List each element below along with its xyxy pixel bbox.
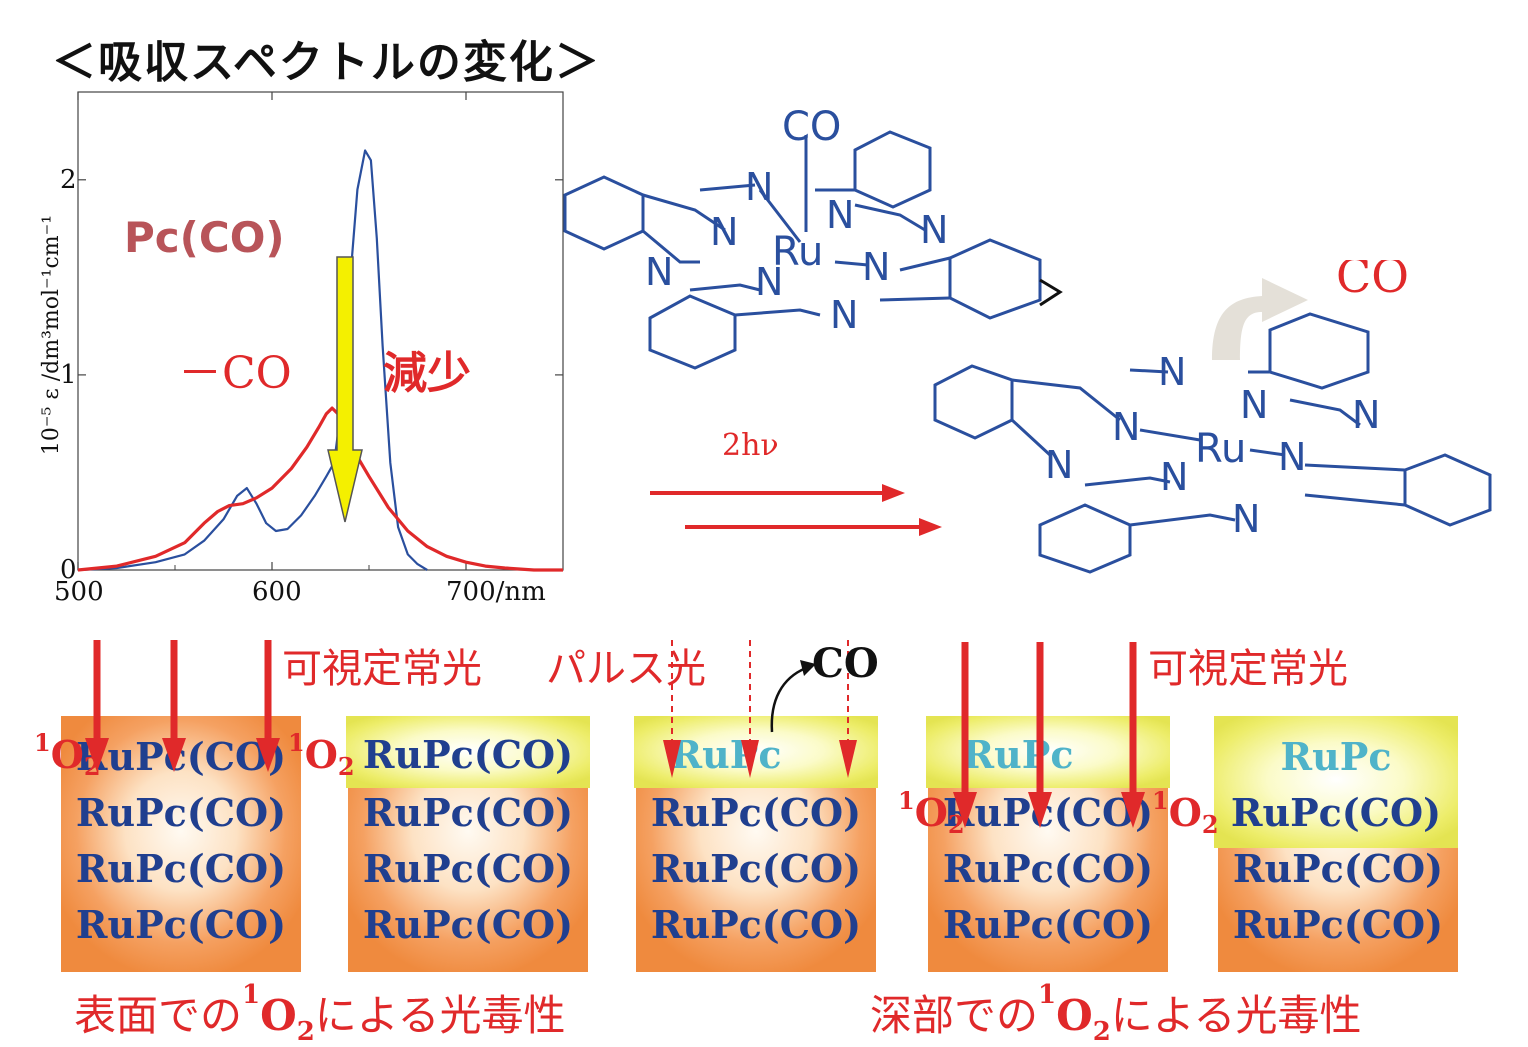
photon-label: 2hν: [722, 428, 779, 463]
n-label: N: [1278, 435, 1306, 479]
n-label: N: [745, 165, 773, 209]
stack-row: RuPc(CO): [1232, 846, 1444, 891]
n-label: N: [830, 293, 858, 337]
n-label: N: [1158, 350, 1186, 394]
stack-row: RuPc(CO): [362, 846, 574, 891]
reaction-arrows: 2hν: [650, 428, 942, 536]
y-tick-label: 0: [60, 555, 77, 585]
page-title: ＜吸収スペクトルの変化＞: [52, 37, 601, 88]
n-label: N: [862, 245, 890, 289]
n-label: N: [1352, 393, 1380, 437]
stack-row: RuPc(CO): [75, 790, 287, 835]
co-release-curve: [770, 666, 807, 733]
stack-row: RuPc(CO): [75, 846, 287, 891]
stack-cap-row: RuPc: [1280, 734, 1392, 779]
stack-row: RuPc(CO): [650, 846, 862, 891]
n-label: N: [1112, 405, 1140, 449]
co-release-label: CO: [812, 640, 879, 687]
annotation-decrease: 減少: [383, 348, 471, 399]
singlet-oxygen-label: 1O2: [34, 728, 101, 781]
x-tick-label: 600: [252, 577, 302, 607]
n-label: N: [1232, 497, 1260, 541]
released-co-label: CO: [1336, 260, 1409, 303]
singlet-oxygen-label: 1O2: [288, 728, 355, 781]
deep-phototoxicity-caption: 深部での1O2による光毒性: [870, 980, 1362, 1047]
stack-row: RuPc(CO): [942, 902, 1154, 947]
stack-cap-5: RuPc RuPc(CO): [1214, 716, 1458, 848]
co-ligand-label: CO: [782, 104, 841, 150]
singlet-oxygen-label: 1O2: [1152, 786, 1219, 839]
rupc-co-structure: CO Ru N N N N N N N N: [563, 104, 1063, 370]
series-line-1: [77, 406, 563, 572]
n-label: N: [710, 210, 738, 254]
singlet-oxygen-label: 1O2: [898, 786, 965, 839]
stack-row: RuPc(CO): [942, 846, 1154, 891]
stack-row: RuPc(CO): [362, 902, 574, 947]
plot-frame: [77, 91, 564, 571]
series-line-0: [77, 149, 428, 572]
rupc-structure: CO Ru N N N N N N N N: [933, 260, 1492, 574]
n-label: N: [1160, 455, 1188, 499]
decrease-arrow: [327, 256, 363, 523]
stack-cap-row: RuPc(CO): [362, 732, 574, 777]
n-label: N: [1045, 443, 1073, 487]
n-label: N: [826, 193, 854, 237]
stack-cap-row: RuPc: [962, 732, 1074, 777]
annotation-pc-co: Pc(CO): [124, 213, 285, 262]
y-tick-label: 1: [60, 360, 77, 390]
n-label: N: [1240, 383, 1268, 427]
absorption-spectrum-chart: 500 600 700/nm 0 1 2 10⁻⁵ ε /dm³mol⁻¹cm⁻¹ Pc(…: [39, 91, 564, 607]
light-arrows: [85, 640, 1145, 828]
stack-cap-row: RuPc: [670, 732, 782, 777]
surface-phototoxicity-caption: 表面での1O2による光毒性: [74, 980, 566, 1047]
visible-cw-light-label: 可視定常光: [1148, 646, 1348, 692]
y-tick-label: 2: [60, 165, 77, 195]
visible-cw-light-label: 可視定常光: [282, 646, 482, 692]
y-axis-label: 10⁻⁵ ε /dm³mol⁻¹cm⁻¹: [39, 215, 64, 455]
stack-row: RuPc(CO): [650, 902, 862, 947]
stack-row: RuPc(CO): [75, 902, 287, 947]
stack-row: RuPc(CO): [1230, 790, 1442, 835]
x-tick-label: 700/nm: [446, 577, 546, 607]
stack-row: RuPc(CO): [650, 790, 862, 835]
annotation-minus-co: －CO: [178, 348, 292, 399]
stack-row: RuPc(CO): [1232, 902, 1444, 947]
co-release-arrow: [1212, 278, 1308, 360]
pulse-light-label: パルス光: [546, 646, 706, 692]
x-tick-label: 500: [54, 577, 104, 607]
stack-cap-2: RuPc(CO): [346, 716, 590, 788]
n-label: N: [920, 208, 948, 252]
n-label: N: [755, 260, 783, 304]
n-label: N: [645, 250, 673, 294]
ru-label: Ru: [1195, 426, 1246, 472]
ru-label: Ru: [772, 229, 823, 275]
stack-row: RuPc(CO): [362, 790, 574, 835]
